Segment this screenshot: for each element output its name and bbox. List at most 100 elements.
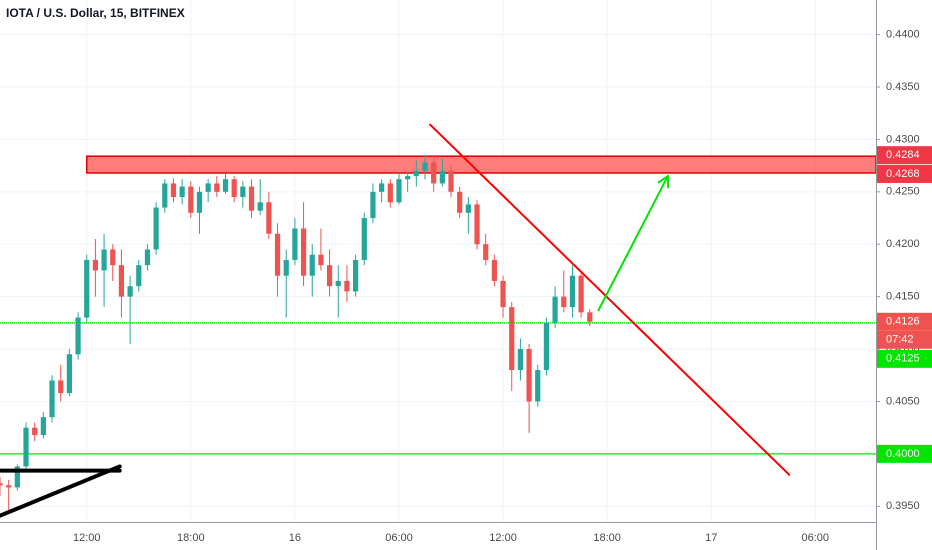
candle-body xyxy=(153,207,159,250)
candle-body xyxy=(535,370,541,402)
candle-body xyxy=(257,202,263,211)
candle-body xyxy=(396,179,402,203)
candle-body xyxy=(40,417,46,435)
candle-body xyxy=(431,162,437,184)
axes: 12:00 18:00 16 06:00 12:00 18:00 17 06:00 0.4400… xyxy=(73,28,932,544)
y-tick-label: 0.4050 xyxy=(886,395,920,407)
candle-body xyxy=(58,380,64,394)
x-tick-label: 12:00 xyxy=(73,532,101,544)
candle-body xyxy=(248,186,255,211)
y-tick-label: 0.4150 xyxy=(886,291,920,303)
price-tag-label: 0.4000 xyxy=(886,448,920,460)
candle-body xyxy=(387,183,393,203)
candle-body xyxy=(179,186,185,198)
candle-body xyxy=(587,312,593,322)
candle-body xyxy=(266,202,272,234)
price-tag-label: 0.4125 xyxy=(886,353,920,365)
candle-body xyxy=(205,183,211,192)
candle-body xyxy=(214,183,220,192)
candle-body xyxy=(517,349,523,371)
candle-body xyxy=(188,186,194,213)
candle-body xyxy=(144,249,151,266)
price-tag xyxy=(877,312,932,331)
x-tick-label: 06:00 xyxy=(802,532,830,544)
price-tag-label: 07:42 xyxy=(886,334,914,346)
candle-body xyxy=(552,296,558,323)
trend-line xyxy=(429,123,791,476)
candle-body xyxy=(370,191,376,219)
candle-body xyxy=(222,179,229,192)
candle-body xyxy=(318,254,324,266)
y-tick-label: 0.4350 xyxy=(886,81,920,93)
y-tick-label: 0.4300 xyxy=(886,133,920,145)
candle-body xyxy=(335,280,341,287)
candle-body xyxy=(439,170,445,184)
price-tag xyxy=(877,164,932,183)
candle-body xyxy=(509,307,515,371)
x-tick-label: 18:00 xyxy=(593,532,621,544)
candle-body xyxy=(240,186,246,198)
candle-body xyxy=(561,296,567,308)
candle-body xyxy=(465,204,471,213)
chart-title: IOTA / U.S. Dollar, 15, BITFINEX xyxy=(6,6,185,20)
candle-body xyxy=(136,265,142,287)
candle-body xyxy=(379,183,385,192)
candle-body xyxy=(110,249,116,266)
resistance-zone xyxy=(85,155,877,174)
candle-body xyxy=(361,218,367,260)
y-tick-label: 0.3950 xyxy=(886,500,920,512)
candle-body xyxy=(84,259,90,318)
candle-body xyxy=(448,170,454,192)
candle-body xyxy=(543,322,550,371)
candle-body xyxy=(353,259,359,292)
price-tag xyxy=(877,444,932,463)
candle-body xyxy=(309,254,315,276)
candle-body xyxy=(457,191,463,213)
candle-body xyxy=(491,259,497,281)
candle-body xyxy=(292,228,298,260)
candle-body xyxy=(127,286,133,297)
candle-body xyxy=(66,354,72,394)
price-tag-label: 0.4284 xyxy=(886,149,920,161)
candle-body xyxy=(405,176,411,180)
candle-body xyxy=(0,483,3,486)
candle-body xyxy=(526,349,532,402)
x-tick-label: 12:00 xyxy=(489,532,517,544)
candle-body xyxy=(92,259,99,271)
candle-body xyxy=(283,259,289,276)
candle-body xyxy=(32,427,38,435)
candle-body xyxy=(483,244,489,260)
plot-area xyxy=(0,0,877,522)
candle-body xyxy=(344,280,350,292)
candle-body xyxy=(101,249,107,271)
time-axis xyxy=(0,522,876,550)
arrow-line xyxy=(597,175,669,312)
x-tick-label: 06:00 xyxy=(385,532,413,544)
candle-body xyxy=(6,485,12,488)
candle-body xyxy=(196,191,203,213)
candle-body xyxy=(500,280,506,308)
y-tick-label: 0.4200 xyxy=(886,238,920,250)
candle-body xyxy=(422,162,428,171)
candle-body xyxy=(23,427,29,467)
x-tick-label: 16 xyxy=(289,532,301,544)
candle-body xyxy=(49,380,55,418)
candle-body xyxy=(162,183,168,208)
candle-body xyxy=(170,183,177,198)
candle-body xyxy=(413,170,419,177)
candle-body xyxy=(231,179,237,198)
arrow-head xyxy=(657,174,670,189)
candle-body xyxy=(300,228,307,276)
y-tick-label: 0.4400 xyxy=(886,28,920,40)
price-tag xyxy=(877,330,932,349)
candle-body xyxy=(75,317,81,355)
candle-body xyxy=(14,466,20,488)
price-tag xyxy=(877,146,932,165)
candle-body xyxy=(474,204,480,245)
x-tick-label: 18:00 xyxy=(177,532,205,544)
candle-body xyxy=(569,275,576,308)
candle-body xyxy=(578,275,584,313)
price-tag-label: 0.4268 xyxy=(886,168,920,180)
candle-body xyxy=(326,265,333,287)
